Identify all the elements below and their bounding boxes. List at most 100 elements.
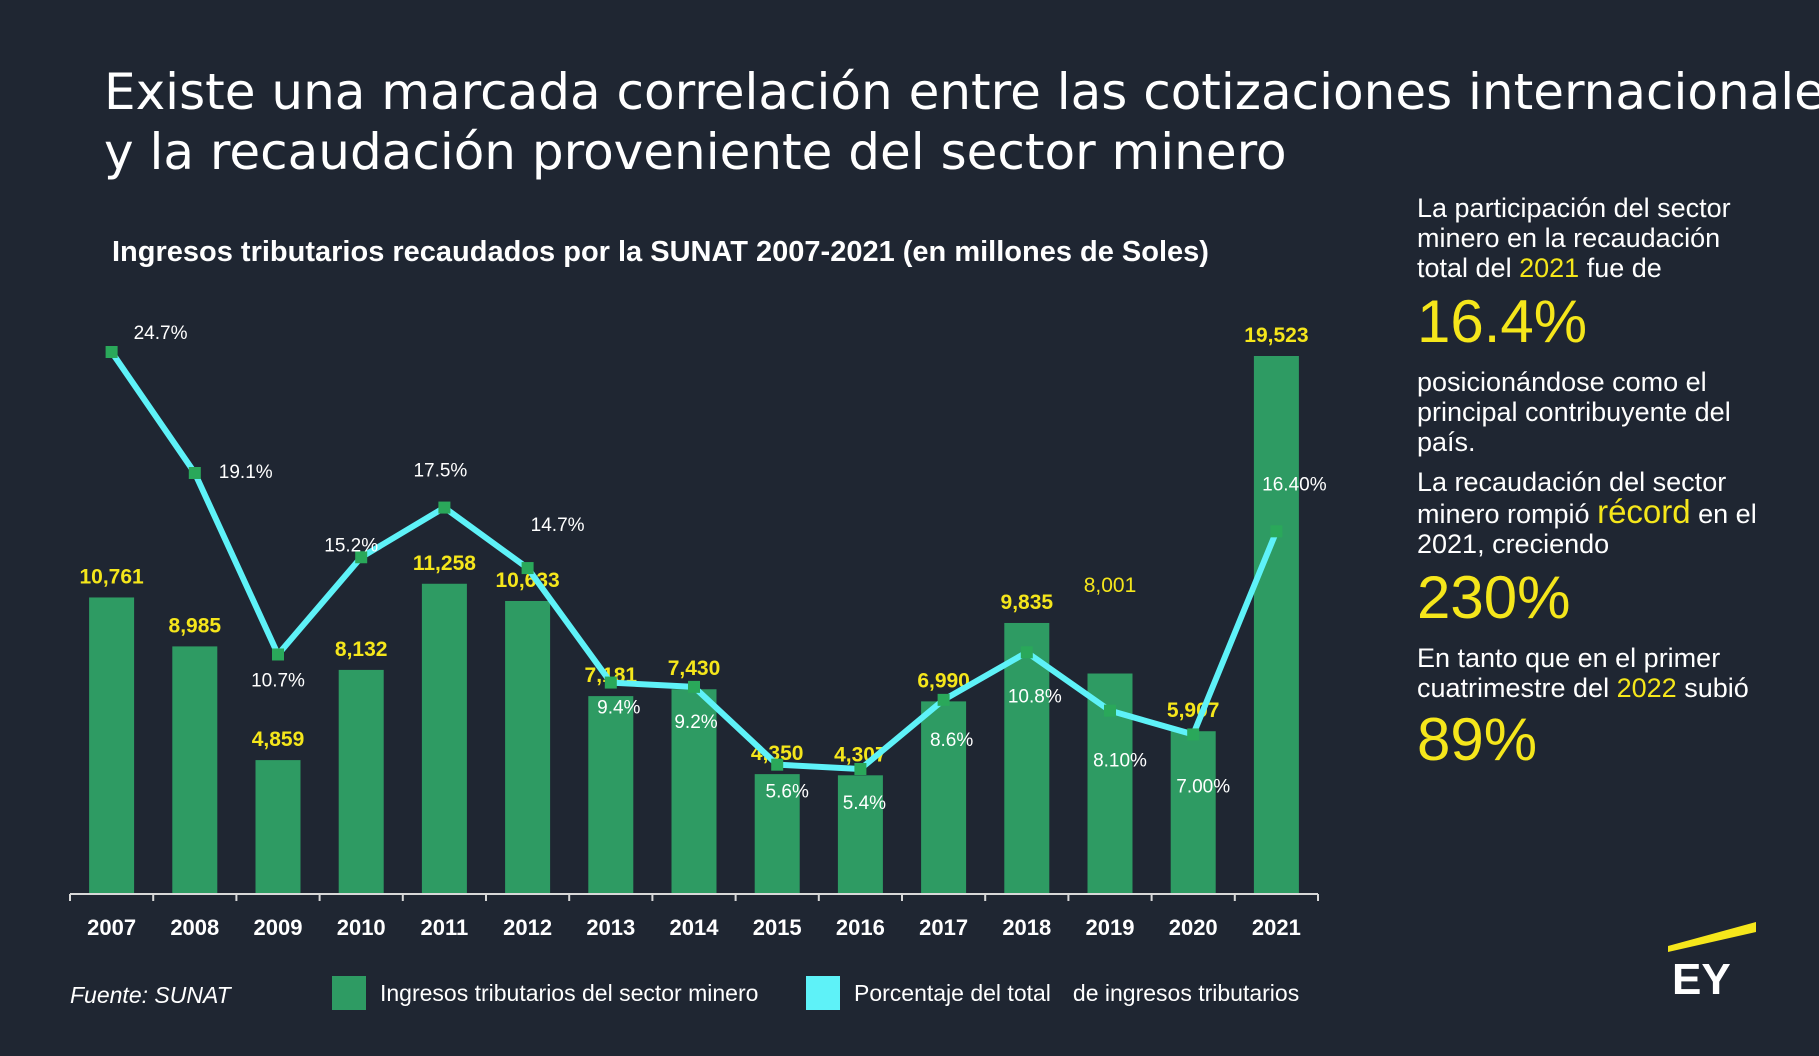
sidebar-paragraph-2: posicionándose como el principal contrib… [1417, 367, 1731, 457]
line-point-2016 [854, 763, 867, 775]
ey-logo: EY [1668, 922, 1756, 998]
legend-label-line-b: de ingresos tributarios [1072, 979, 1300, 1006]
bar-value-label: 11,258 [413, 552, 476, 575]
x-tick-label: 2013 [586, 915, 635, 940]
line-point-2015 [771, 758, 784, 771]
bar-value-label: 19,523 [1244, 324, 1308, 347]
x-tick-label: 2016 [836, 915, 885, 940]
line-point-2012 [521, 562, 534, 575]
line-value-label: 5.6% [766, 782, 809, 803]
sidebar-record-word: récord [1597, 493, 1691, 530]
combo-chart: 2007 2008 2009 2010 2011 2012 2013 2014 2015 2016… [69, 323, 1327, 940]
bar-2016 [837, 775, 883, 894]
line-point-2018 [1020, 646, 1033, 659]
legend-swatch-bars [332, 976, 366, 1010]
x-tick-label: 2010 [337, 915, 386, 940]
x-tick-label: 2015 [753, 915, 802, 940]
x-tick-label: 2017 [919, 915, 968, 940]
chart-title: Ingresos tributarios recaudados por la S… [112, 236, 1209, 268]
page-title: Existe una marcada correlación entre las… [104, 62, 1819, 182]
line-point-2020 [1187, 728, 1200, 741]
title-line-1: Existe una marcada correlación entre las… [104, 63, 1819, 121]
x-tick-label: 2018 [1002, 915, 1051, 940]
legend-item-bars: Ingresos tributarios del sector minero [332, 976, 758, 1010]
line-point-2011 [438, 501, 451, 514]
bar-value-label: 4,859 [252, 728, 305, 751]
sidebar-text: subió [1684, 673, 1749, 703]
sidebar-text: La participación del sector minero en la… [1417, 193, 1731, 283]
x-tick-label: 2012 [503, 915, 552, 940]
line-point-2021 [1270, 525, 1283, 538]
line-value-label: 9.4% [597, 698, 640, 719]
line-value-label: 19.1% [219, 462, 273, 483]
line-point-2017 [937, 693, 950, 706]
sidebar-panel: La participación del sector minero en la… [1417, 193, 1777, 773]
bar-value-label: 9,835 [1001, 591, 1054, 614]
sidebar-paragraph-3: La recaudación del sector minero rompió … [1417, 467, 1777, 559]
x-tick-label: 2008 [170, 915, 219, 940]
legend-label-bars: Ingresos tributarios del sector minero [380, 979, 759, 1006]
stat-share-2021: 16.4% [1417, 288, 1588, 355]
bar-2012 [505, 600, 551, 894]
line-value-label: 8.10% [1093, 751, 1147, 772]
svg-text:EY: EY [1672, 955, 1731, 998]
x-tick-label: 2021 [1252, 915, 1301, 940]
line-point-2019 [1104, 704, 1116, 717]
bar-value-label: 8,985 [169, 614, 222, 637]
line-value-label: 24.7% [134, 323, 188, 344]
line-value-label: 9.2% [674, 712, 717, 733]
sidebar-paragraph-1: La participación del sector minero en la… [1417, 193, 1777, 283]
bar-2021 [1253, 356, 1299, 894]
x-tick-label: 2020 [1169, 915, 1218, 940]
line-value-label: 15.2% [324, 535, 378, 556]
sidebar-year-2022: 2022 [1616, 673, 1677, 703]
bar-2009 [255, 760, 301, 894]
line-value-label: 8.6% [930, 730, 973, 751]
x-tick-label: 2009 [254, 915, 303, 940]
sidebar-text: fue de [1586, 253, 1662, 283]
legend-swatch-line [806, 976, 840, 1010]
line-value-label: 7.00% [1176, 776, 1230, 797]
line-value-label: 16.40% [1262, 474, 1327, 495]
bar-2007 [89, 597, 135, 894]
source-note: Fuente: SUNAT [70, 982, 231, 1008]
bar-value-label: 10,761 [79, 565, 144, 588]
sidebar-text: La recaudación del sector minero rompió [1417, 467, 1727, 529]
bar-value-label: 8,132 [335, 638, 388, 661]
x-tick-label: 2011 [421, 915, 469, 940]
line-point-2013 [604, 676, 617, 689]
sidebar-text: en el 2021, creciendo [1417, 499, 1757, 559]
bar-2018 [1004, 622, 1050, 894]
line-point-2008 [188, 466, 201, 479]
bar-2020 [1170, 731, 1216, 894]
stat-growth: 230% [1417, 564, 1571, 631]
title-line-2: y la recaudación proveniente del sector … [104, 123, 1287, 181]
line-point-2009 [272, 648, 284, 661]
line-value-label: 17.5% [413, 461, 467, 482]
bar-2014 [671, 689, 717, 894]
legend-item-line: Porcentaje del total de ingresos tributa… [806, 976, 1299, 1010]
bar-2011 [421, 583, 467, 894]
x-tick-label: 2019 [1086, 915, 1135, 940]
line-value-label: 14.7% [531, 515, 585, 536]
bar-value-label: 4,350 [751, 742, 804, 765]
bar-2010 [338, 669, 384, 894]
line-point-2007 [105, 346, 118, 358]
line-value-label: 10.7% [251, 670, 305, 691]
bar-2017 [921, 701, 967, 894]
bar-value-label: 6,990 [917, 669, 970, 692]
sidebar-paragraph-4: En tanto que en el primer cuatrimestre d… [1417, 643, 1777, 703]
x-tick-label: 2007 [87, 915, 136, 940]
line-point-2010 [355, 551, 368, 564]
bar-2008 [172, 646, 218, 894]
bar-value-label: 7,430 [668, 657, 721, 680]
bar-2013 [588, 696, 634, 894]
legend-label-line-a: Porcentaje del total [854, 979, 1051, 1006]
bar-2015 [754, 774, 800, 894]
sidebar-text: En tanto que en el primer cuatrimestre d… [1417, 643, 1721, 703]
stat-q1-2022: 89% [1417, 706, 1538, 773]
line-point-2014 [688, 680, 700, 693]
bar-value-label: 5,907 [1167, 699, 1220, 722]
sidebar-year-2021: 2021 [1519, 253, 1580, 283]
x-tick-label: 2014 [670, 915, 720, 940]
